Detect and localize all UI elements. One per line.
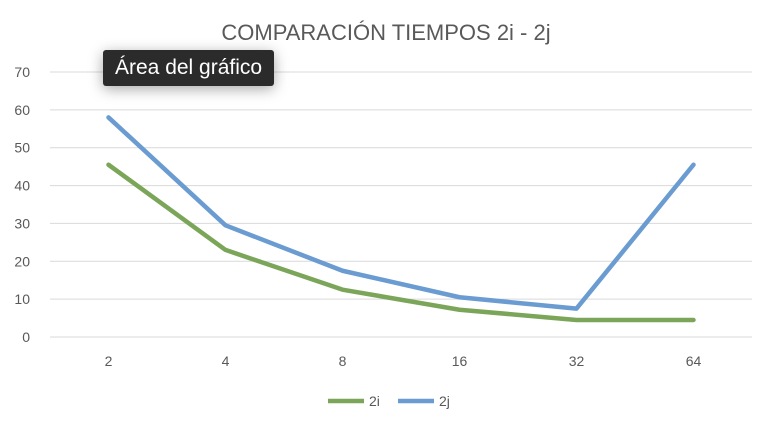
y-tick-label: 50 [14, 140, 30, 156]
legend[interactable]: 2i 2j [328, 393, 450, 409]
y-tick-label: 40 [14, 178, 30, 194]
y-tick-label: 60 [14, 102, 30, 118]
y-tick-label: 30 [14, 215, 30, 231]
x-tick-label: 16 [452, 353, 468, 369]
y-tick-label: 10 [14, 291, 30, 307]
y-axis-ticks: 0 10 20 30 40 50 60 70 [14, 64, 30, 345]
series-line-2j[interactable] [106, 115, 696, 311]
legend-label-2i: 2i [369, 393, 380, 409]
chart-title: COMPARACIÓN TIEMPOS 2i - 2j [221, 20, 550, 45]
y-tick-label: 20 [14, 253, 30, 269]
x-tick-label: 32 [569, 353, 585, 369]
x-tick-label: 4 [222, 353, 230, 369]
series-lines[interactable] [106, 115, 696, 323]
gridlines [50, 71, 752, 338]
x-tick-label: 8 [339, 353, 347, 369]
chart-area-tooltip: Área del gráfico [103, 50, 275, 86]
y-tick-label: 0 [22, 329, 30, 345]
x-tick-label: 2 [105, 353, 113, 369]
x-axis-ticks: 2 4 8 16 32 64 [105, 353, 702, 369]
x-tick-label: 64 [686, 353, 702, 369]
y-tick-label: 70 [14, 64, 30, 80]
series-line-2i[interactable] [106, 162, 696, 323]
legend-label-2j: 2j [439, 393, 450, 409]
